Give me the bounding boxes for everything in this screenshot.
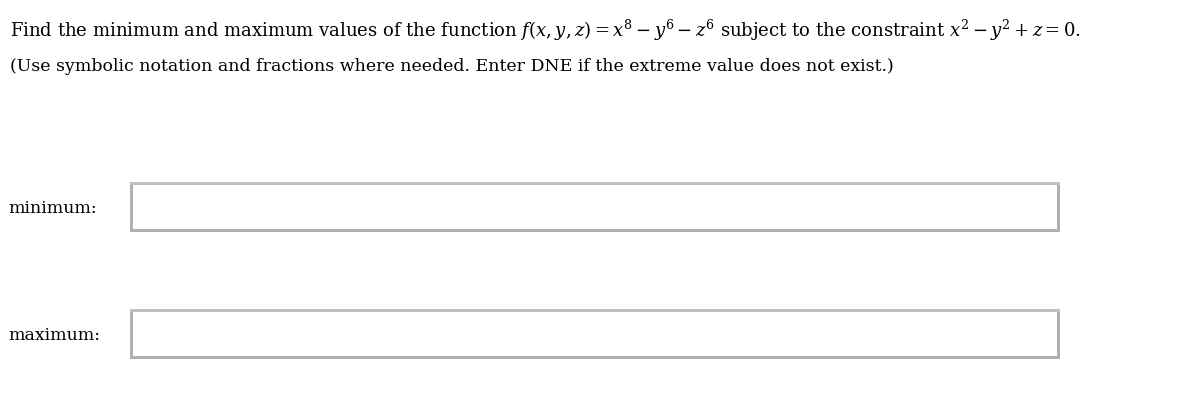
Text: maximum:: maximum: [8,326,100,343]
Text: Find the minimum and maximum values of the function $f(x, y, z) = x^8 - y^6 - z^: Find the minimum and maximum values of t… [10,18,1081,43]
Text: minimum:: minimum: [8,199,97,216]
Text: (Use symbolic notation and fractions where needed. Enter DNE if the extreme valu: (Use symbolic notation and fractions whe… [10,58,894,75]
